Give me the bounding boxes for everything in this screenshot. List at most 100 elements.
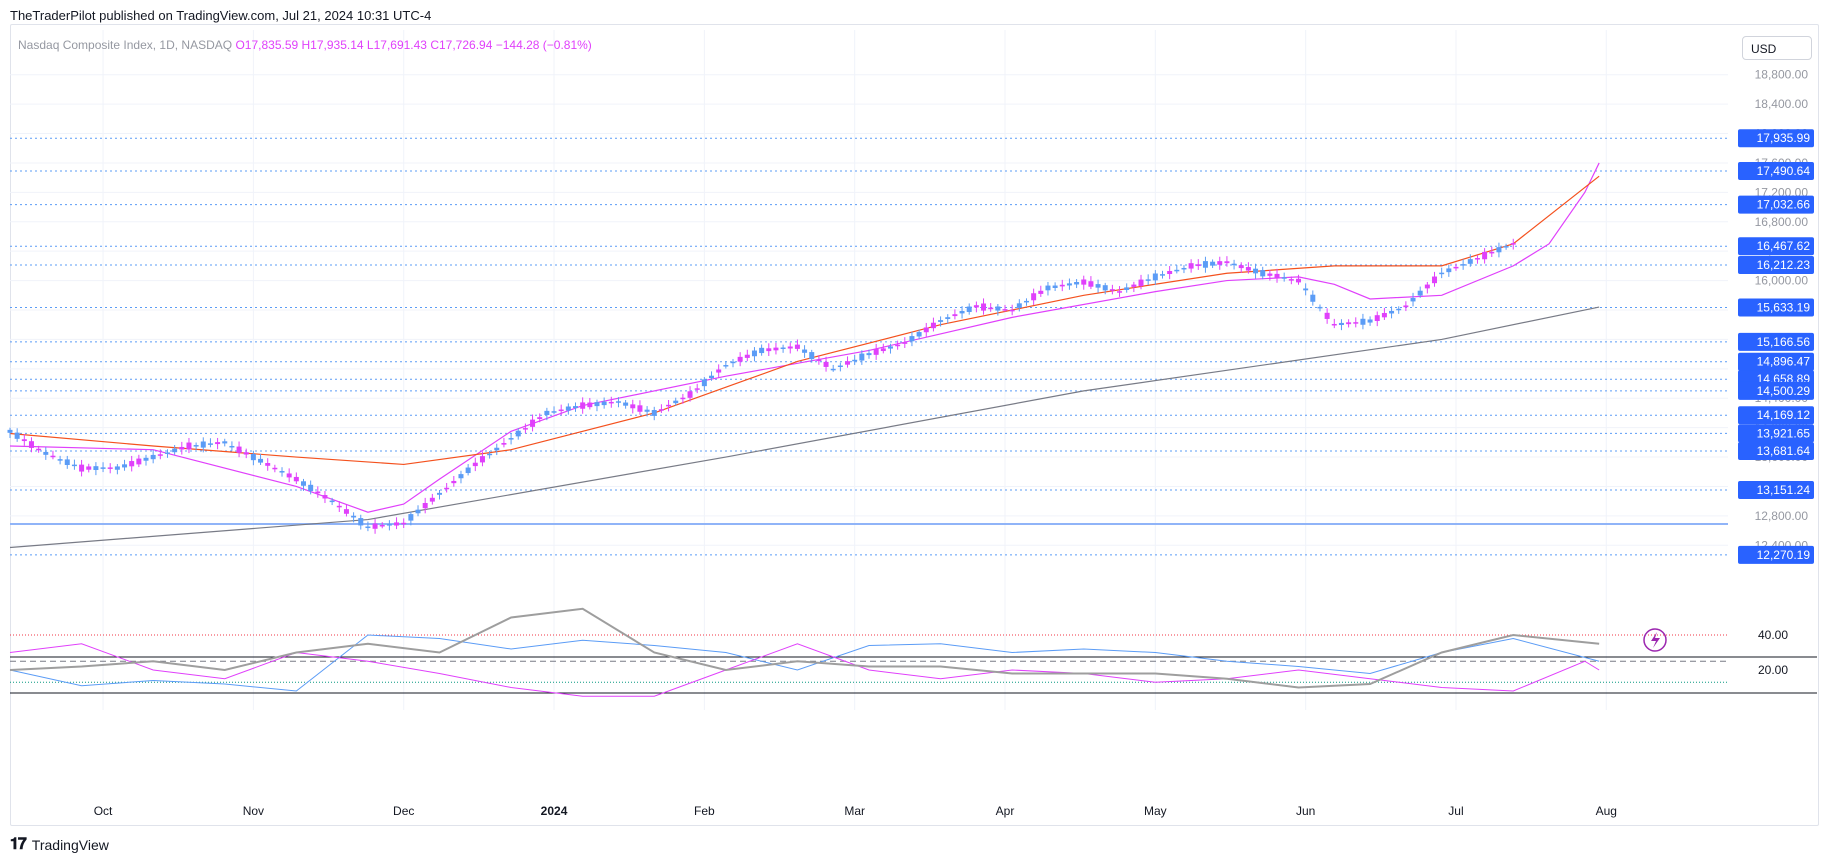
candle-body	[93, 466, 99, 471]
candle-body	[766, 348, 772, 352]
candle-body	[530, 419, 536, 427]
candle-body	[873, 348, 879, 355]
candle-body	[580, 402, 586, 409]
candle-body	[1432, 276, 1438, 284]
candle-body	[1467, 259, 1473, 264]
price-level-label-bg	[1738, 442, 1814, 461]
y-tick-label: 16,800.00	[1755, 215, 1809, 229]
candle-body	[1389, 310, 1395, 314]
candle-body	[658, 409, 664, 411]
candle-body	[351, 515, 357, 518]
candle-body	[501, 442, 507, 445]
candle-body	[1288, 279, 1294, 281]
candle-body	[315, 491, 321, 494]
candle-body	[21, 439, 27, 442]
candle-body	[802, 349, 808, 353]
oscillator-line	[9, 607, 1600, 689]
candle-body	[122, 464, 128, 468]
candle-body	[36, 448, 42, 451]
price-level-label: 14,169.12	[1757, 408, 1811, 422]
candle-body	[615, 401, 621, 403]
candle-body	[787, 346, 793, 349]
candle-body	[329, 500, 335, 503]
candle-body	[7, 429, 13, 433]
candle-body	[601, 401, 607, 406]
candle-body	[794, 344, 800, 349]
candle-body	[1088, 281, 1094, 287]
candle-body	[1174, 269, 1180, 272]
candle-body	[938, 320, 944, 322]
candle-body	[594, 402, 600, 407]
ohlc-close: C17,726.94	[430, 38, 493, 52]
candle-body	[852, 359, 858, 362]
oscillator-tick-label: 40.00	[1758, 628, 1788, 642]
candle-body	[1324, 312, 1330, 319]
candle-body	[1417, 290, 1423, 296]
footer-brand[interactable]: 𝟏𝟕 TradingView	[10, 836, 109, 854]
candle-body	[386, 524, 392, 526]
candle-body	[1253, 268, 1259, 274]
candle-body	[608, 401, 614, 404]
candle-body	[1403, 305, 1409, 308]
candle-body	[57, 459, 63, 461]
candle-body	[909, 336, 915, 342]
candle-body	[1210, 261, 1216, 266]
candle-body	[823, 361, 829, 367]
candle-body	[1503, 246, 1509, 248]
candle-body	[1188, 263, 1194, 269]
candle-body	[1081, 279, 1087, 285]
candle-body	[394, 522, 400, 526]
candle-body	[1159, 274, 1165, 276]
y-tick-label: 18,800.00	[1755, 68, 1809, 82]
candle-body	[680, 397, 686, 400]
candle-body	[1117, 291, 1123, 293]
candle-body	[837, 365, 843, 368]
candle-body	[1410, 297, 1416, 302]
candle-body	[1460, 264, 1466, 266]
candle-body	[422, 503, 428, 509]
candle-body	[415, 509, 421, 514]
candle-body	[966, 306, 972, 312]
candle-body	[1131, 284, 1137, 287]
candle-body	[1446, 268, 1452, 273]
candle-body	[558, 409, 564, 412]
x-tick-label: Apr	[996, 804, 1015, 818]
price-level-label-bg	[1738, 352, 1814, 371]
ohlc-low: L17,691.43	[366, 38, 427, 52]
chart-frame[interactable]	[10, 24, 1819, 826]
x-tick-label: Nov	[243, 804, 264, 818]
candle-body	[1109, 289, 1115, 291]
candle-body	[1367, 319, 1373, 323]
candle-body	[859, 353, 865, 361]
candle-body	[322, 495, 328, 499]
oscillator-line	[9, 643, 1600, 697]
currency-selector[interactable]: USD	[1742, 36, 1812, 60]
candle-body	[258, 458, 264, 463]
candle-body	[1138, 279, 1144, 286]
price-level-label-bg	[1738, 481, 1814, 500]
candle-body	[780, 347, 786, 350]
candle-body	[930, 322, 936, 329]
candle-body	[200, 441, 206, 448]
candle-body	[300, 481, 306, 486]
candle-body	[114, 466, 120, 470]
candle-body	[1031, 293, 1037, 301]
price-level-label: 13,681.64	[1757, 444, 1811, 458]
candle-body	[694, 388, 700, 390]
price-level-label: 14,896.47	[1757, 355, 1811, 369]
x-tick-label: Jul	[1448, 804, 1463, 818]
candle-body	[537, 417, 543, 419]
candle-body	[215, 442, 221, 445]
candle-body	[71, 464, 77, 467]
candle-body	[379, 524, 385, 527]
candle-body	[1238, 265, 1244, 269]
candle-body	[1045, 285, 1051, 291]
price-level-label: 12,270.19	[1757, 548, 1811, 562]
candle-body	[336, 505, 342, 508]
candle-body	[308, 484, 314, 492]
candle-body	[945, 317, 951, 319]
candle-body	[988, 307, 994, 310]
candle-body	[895, 344, 901, 347]
candle-body	[1374, 315, 1380, 321]
